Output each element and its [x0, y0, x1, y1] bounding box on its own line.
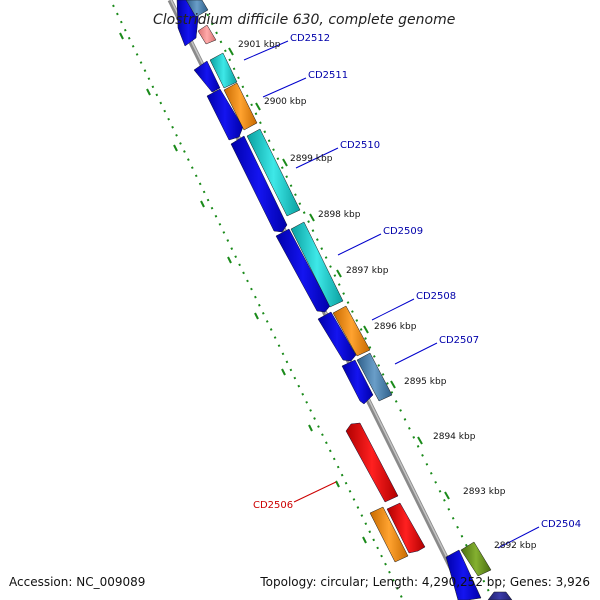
gene-feature — [275, 228, 331, 313]
gene-label-cd2506[interactable]: CD2506 — [253, 500, 293, 511]
kbp-tick-label: 2898 kbp — [318, 210, 361, 220]
gene-feature — [193, 60, 221, 93]
gene-feature — [460, 541, 492, 577]
gene-feature — [487, 591, 513, 600]
outer-ruler-ticks — [228, 47, 477, 556]
gene-feature — [332, 305, 371, 357]
gene-feature — [290, 221, 344, 308]
gene-feature — [356, 352, 393, 402]
gene-label-cd2511[interactable]: CD2511 — [308, 70, 348, 81]
kbp-tick-label: 2895 kbp — [404, 377, 447, 387]
kbp-tick-label: 2894 kbp — [433, 432, 476, 442]
kbp-tick-label: 2900 kbp — [264, 97, 307, 107]
gene-feature — [206, 88, 244, 141]
outer-feature-track — [185, 0, 513, 600]
kbp-scale-labels: 2901 kbp 2900 kbp 2899 kbp 2898 kbp 2897… — [238, 40, 537, 551]
inner-ruler-ticks — [119, 32, 367, 544]
gene-feature — [209, 52, 238, 89]
gene-feature — [369, 506, 409, 563]
gene-feature — [345, 422, 399, 503]
gene-leader-lines — [243, 40, 540, 549]
accession-text: Accession: NC_009089 — [9, 575, 146, 589]
kbp-tick-label: 2901 kbp — [238, 40, 281, 50]
gene-feature — [317, 311, 357, 362]
gene-name-labels: CD2512 CD2511 CD2510 CD2509 CD2508 CD250… — [253, 33, 581, 530]
kbp-tick-label: 2896 kbp — [374, 322, 417, 332]
gene-feature — [223, 82, 258, 131]
kbp-tick-label: 2899 kbp — [290, 154, 333, 164]
map-title: Clostridium difficile 630, complete geno… — [153, 12, 455, 28]
inner-feature-track — [176, 0, 426, 554]
kbp-tick-label: 2897 kbp — [346, 266, 389, 276]
gene-feature — [386, 502, 426, 554]
gene-label-cd2510[interactable]: CD2510 — [340, 140, 380, 151]
kbp-tick-label: 2893 kbp — [463, 487, 506, 497]
genome-summary-text: Topology: circular; Length: 4,290,252 bp… — [260, 575, 590, 589]
gene-label-cd2507[interactable]: CD2507 — [439, 335, 479, 346]
gene-label-cd2509[interactable]: CD2509 — [383, 226, 423, 237]
gene-feature — [246, 128, 301, 217]
gene-feature — [445, 549, 482, 600]
gene-label-cd2504[interactable]: CD2504 — [541, 519, 581, 530]
gene-feature — [230, 135, 288, 233]
kbp-tick-label: 2892 kbp — [494, 541, 537, 551]
outer-ruler — [202, 4, 494, 600]
gene-label-cd2508[interactable]: CD2508 — [416, 291, 456, 302]
gene-feature — [341, 359, 374, 405]
gene-feature — [185, 0, 209, 18]
gene-feature — [197, 24, 217, 45]
gene-label-cd2512[interactable]: CD2512 — [290, 33, 330, 44]
